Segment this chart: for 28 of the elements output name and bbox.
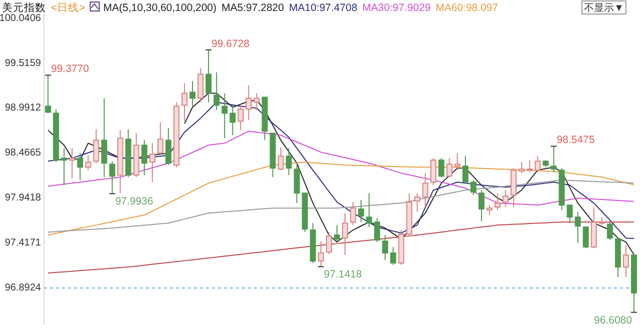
button: 不显示▼: [582, 0, 626, 14]
extreme-label: 98.5475: [550, 134, 595, 147]
header-text: MA30:97.9029: [362, 2, 431, 14]
y-tick-label: 98.9912: [4, 102, 41, 114]
header-text: <日线>: [51, 2, 86, 14]
annotation: 97.1418: [324, 268, 362, 281]
annotation: 98.5475: [556, 134, 595, 146]
extreme-label: 96.6080: [594, 312, 638, 326]
y-tick-label: 97.4171: [4, 238, 41, 249]
annotation: 96.6080: [594, 314, 632, 326]
extreme-label: 97.9936: [108, 193, 154, 208]
y-tick-label: 97.9418: [4, 192, 41, 204]
y-tick-label: 98.4665: [4, 148, 41, 159]
y-tick-label: 100.0406: [0, 12, 41, 24]
annotation: 99.3770: [51, 63, 90, 76]
header-text: MA(5,10,30,60,100,200): [103, 2, 217, 14]
header-text: MA5:97.2820: [222, 2, 284, 14]
annotation: 不显示▼: [584, 3, 624, 14]
header-text: 美元指数: [2, 2, 46, 14]
y-tick-label: 99.5159: [4, 58, 41, 69]
header-text: MA10:97.4708: [288, 2, 358, 14]
extreme-label: 99.3770: [44, 63, 89, 76]
annotation: 97.9936: [115, 196, 154, 208]
annotation: 99.6728: [212, 38, 250, 50]
header-text: MA60:98.097: [436, 2, 498, 14]
extreme-label: 97.1418: [317, 266, 362, 281]
y-tick-label: 96.8924: [4, 282, 41, 294]
extreme-label: 99.6728: [205, 38, 250, 50]
